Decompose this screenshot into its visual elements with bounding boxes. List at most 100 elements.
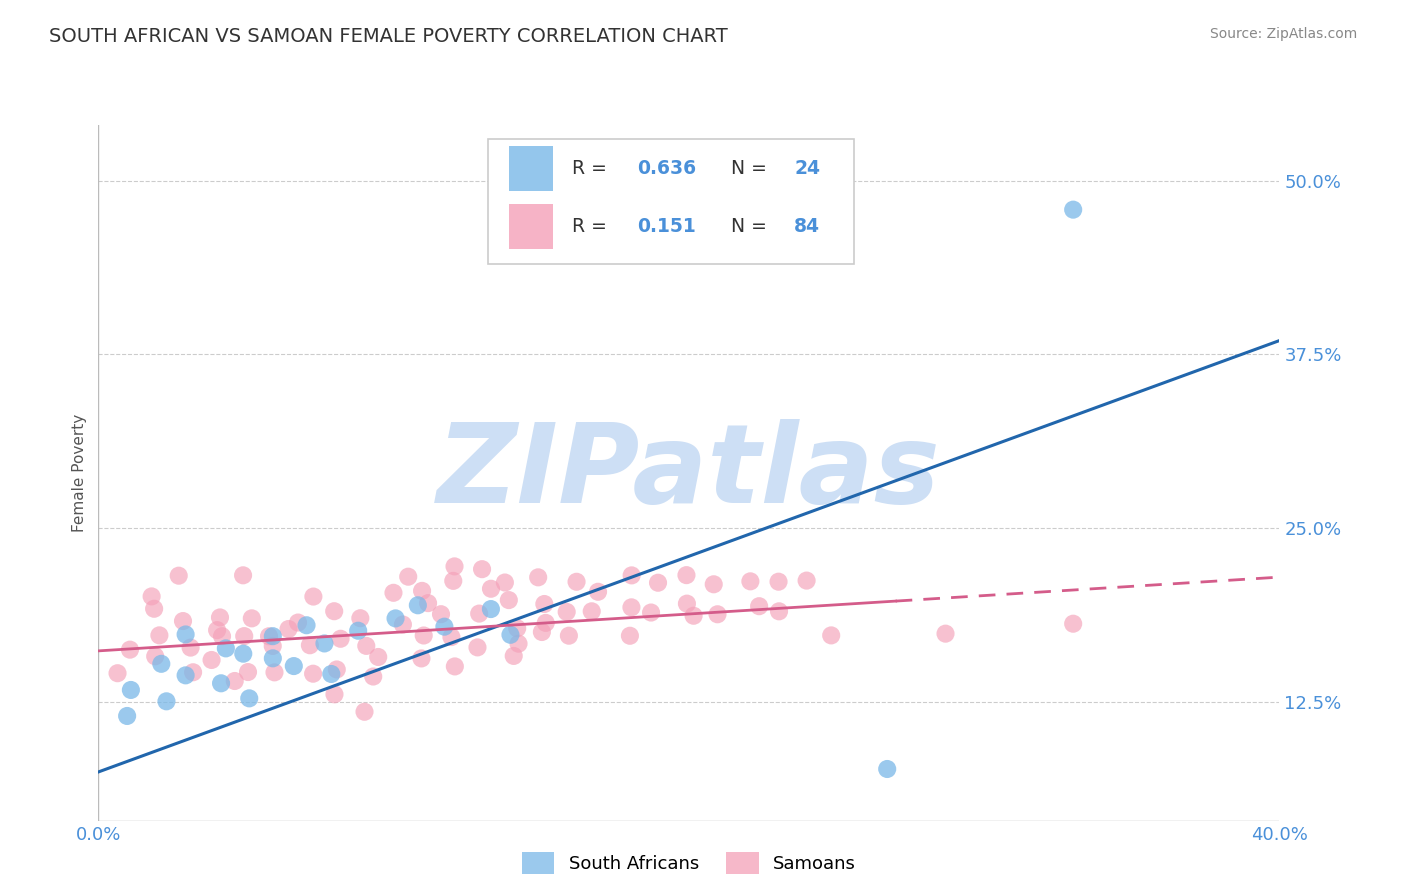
Point: [120, 682, 142, 697]
Point: [174, 668, 197, 682]
Point: [321, 667, 343, 681]
Text: SOUTH AFRICAN VS SAMOAN FEMALE POVERTY CORRELATION CHART: SOUTH AFRICAN VS SAMOAN FEMALE POVERTY C…: [49, 27, 728, 45]
Point: [581, 604, 603, 618]
Point: [467, 640, 489, 655]
Text: N =: N =: [731, 217, 773, 235]
Text: 0.636: 0.636: [637, 159, 696, 178]
Point: [508, 637, 530, 651]
Point: [499, 628, 522, 642]
Point: [506, 621, 529, 635]
Point: [534, 615, 557, 630]
Legend: South Africans, Samoans: South Africans, Samoans: [515, 845, 863, 881]
Point: [208, 610, 231, 624]
Point: [349, 611, 371, 625]
Point: [640, 606, 662, 620]
Point: [620, 600, 643, 615]
Point: [200, 653, 222, 667]
Point: [433, 620, 456, 634]
Point: [181, 665, 204, 680]
Text: Source: ZipAtlas.com: Source: ZipAtlas.com: [1209, 27, 1357, 41]
Point: [412, 628, 434, 642]
Point: [143, 649, 166, 664]
Point: [430, 607, 453, 622]
Point: [240, 611, 263, 625]
Point: [232, 568, 254, 582]
Point: [314, 636, 336, 650]
Point: [233, 629, 256, 643]
Y-axis label: Female Poverty: Female Poverty: [72, 414, 87, 532]
Point: [238, 691, 260, 706]
Point: [647, 575, 669, 590]
Point: [205, 623, 228, 637]
Point: [533, 597, 555, 611]
Point: [620, 568, 643, 582]
Point: [555, 605, 578, 619]
Point: [215, 641, 238, 656]
Point: [768, 574, 790, 589]
Point: [876, 762, 898, 776]
Point: [302, 666, 325, 681]
Point: [150, 657, 173, 671]
Point: [1062, 616, 1084, 631]
Point: [172, 614, 194, 628]
Point: [586, 584, 609, 599]
Point: [329, 632, 352, 646]
Point: [441, 574, 464, 588]
Point: [796, 574, 818, 588]
Point: [411, 651, 433, 665]
Point: [353, 705, 375, 719]
Text: 0.151: 0.151: [637, 217, 696, 235]
Point: [676, 597, 699, 611]
Point: [167, 568, 190, 582]
Point: [443, 559, 465, 574]
Point: [382, 586, 405, 600]
Point: [565, 574, 588, 589]
Point: [115, 709, 138, 723]
Point: [174, 627, 197, 641]
Point: [323, 604, 346, 618]
Point: [416, 596, 439, 610]
Point: [263, 665, 285, 680]
Point: [682, 608, 704, 623]
Point: [107, 666, 129, 681]
Point: [479, 582, 502, 596]
FancyBboxPatch shape: [488, 139, 855, 264]
Text: R =: R =: [572, 217, 619, 235]
Point: [298, 638, 321, 652]
Point: [934, 626, 956, 640]
Text: 84: 84: [794, 217, 820, 235]
Point: [443, 659, 465, 673]
Point: [323, 687, 346, 701]
Point: [406, 599, 429, 613]
Point: [283, 659, 305, 673]
Point: [494, 575, 516, 590]
Point: [236, 665, 259, 679]
Point: [440, 630, 463, 644]
Point: [356, 639, 378, 653]
Point: [530, 625, 553, 640]
Point: [392, 617, 415, 632]
Point: [262, 629, 284, 643]
Point: [479, 602, 502, 616]
Point: [411, 583, 433, 598]
Point: [347, 624, 370, 638]
Point: [118, 642, 141, 657]
Point: [209, 676, 232, 690]
Point: [155, 694, 177, 708]
Point: [498, 593, 520, 607]
Point: [148, 628, 170, 642]
Point: [471, 562, 494, 576]
Point: [141, 590, 163, 604]
Text: N =: N =: [731, 159, 773, 178]
Point: [527, 570, 550, 584]
Point: [277, 622, 299, 636]
Point: [558, 629, 581, 643]
Point: [262, 651, 284, 665]
Point: [302, 590, 325, 604]
Point: [768, 604, 790, 618]
Point: [367, 650, 389, 665]
Point: [675, 568, 697, 582]
Point: [180, 640, 202, 655]
FancyBboxPatch shape: [509, 203, 553, 249]
Point: [468, 607, 491, 621]
